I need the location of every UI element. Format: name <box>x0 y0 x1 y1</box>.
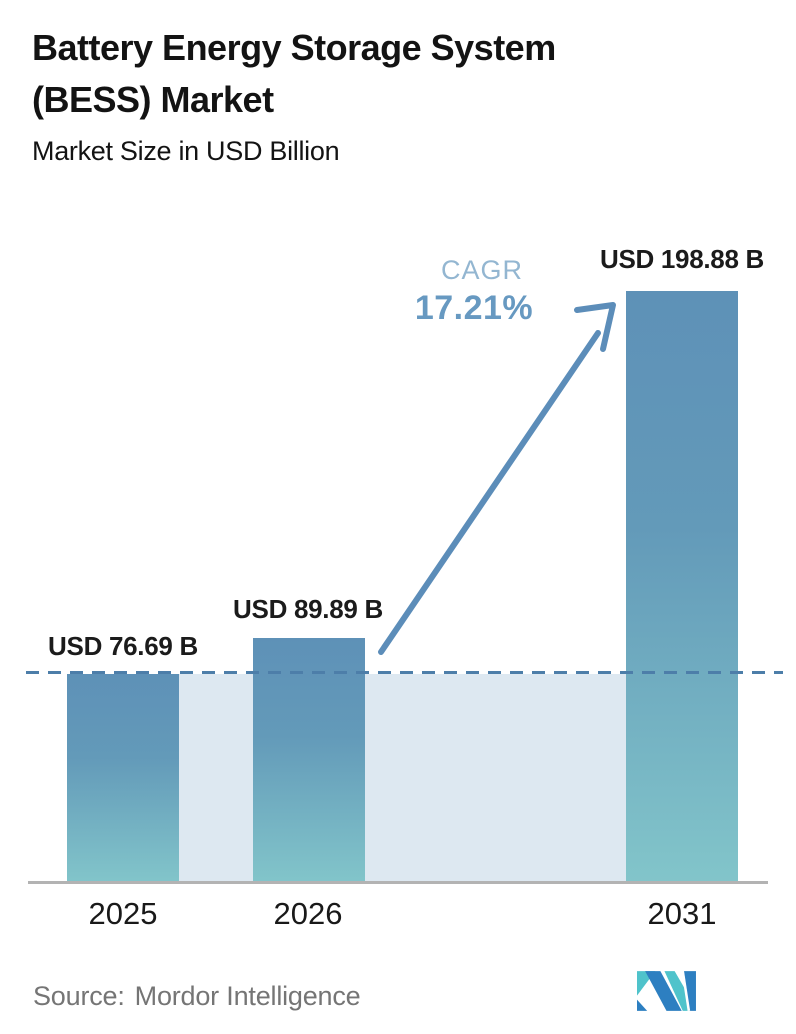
dashed-reference-line <box>26 671 783 674</box>
x-axis-line <box>28 881 768 884</box>
chart-title-line1: Battery Energy Storage System <box>32 27 556 68</box>
value-label-2026: USD 89.89 B <box>233 594 383 624</box>
mordor-intelligence-logo-icon <box>637 971 696 1011</box>
bar-2026 <box>253 638 365 883</box>
source-attribution: Source: Mordor Intelligence <box>33 981 361 1012</box>
x-tick-2026: 2026 <box>273 896 343 931</box>
value-label-2031: USD 198.88 B <box>599 244 765 274</box>
cagr-label: CAGR <box>440 255 523 285</box>
bar-2031 <box>626 291 738 883</box>
chart-title: Battery Energy Storage System (BESS) Mar… <box>32 22 732 126</box>
bar-2025 <box>67 674 179 883</box>
source-label: Source: <box>33 981 125 1011</box>
chart-title-line2: (BESS) Market <box>32 79 274 120</box>
value-label-2025: USD 76.69 B <box>48 631 198 661</box>
cagr-value: 17.21% <box>414 289 534 327</box>
chart-subtitle: Market Size in USD Billion <box>32 136 340 166</box>
source-name: Mordor Intelligence <box>134 981 361 1011</box>
x-tick-2031: 2031 <box>647 896 717 931</box>
x-tick-2025: 2025 <box>88 896 158 931</box>
